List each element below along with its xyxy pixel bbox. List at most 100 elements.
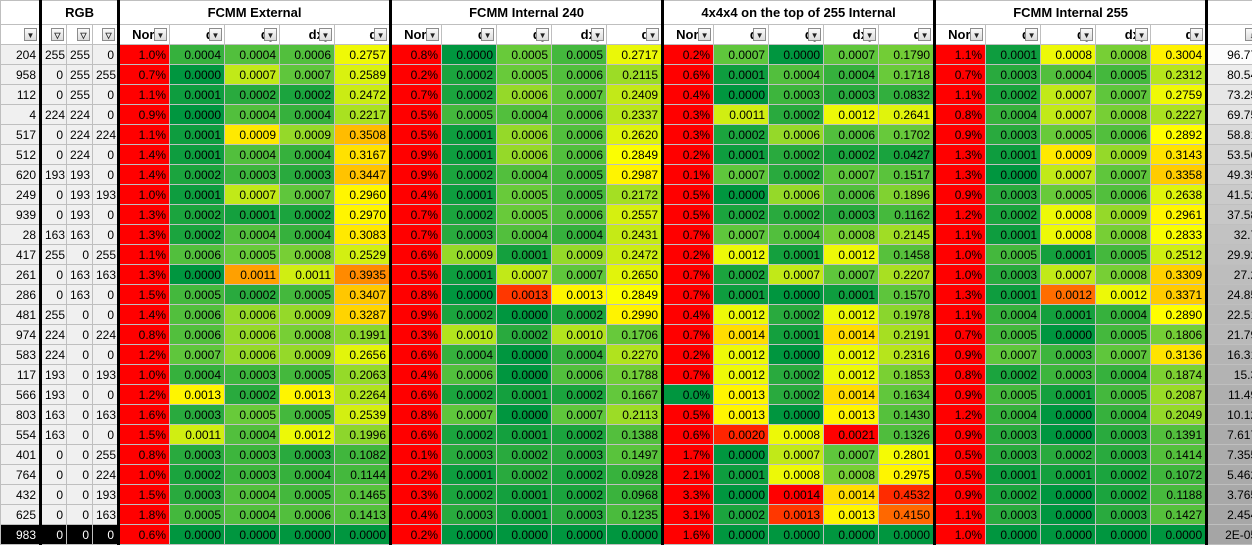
- metric-cell[interactable]: 0.0004: [225, 425, 280, 445]
- metric-cell[interactable]: 1.3%: [119, 225, 170, 245]
- metric-cell[interactable]: 0.0000: [1041, 405, 1096, 425]
- filter-dropdown-icon[interactable]: ▼: [591, 28, 604, 41]
- row-id-cell[interactable]: 249: [1, 185, 41, 205]
- metric-cell[interactable]: 0.0014: [714, 325, 769, 345]
- metric-cell[interactable]: 0.1788: [607, 365, 663, 385]
- metric-cell[interactable]: 0.9%: [935, 385, 986, 405]
- row-id-cell[interactable]: 958: [1, 65, 41, 85]
- row-id-cell[interactable]: 625: [1, 505, 41, 525]
- metric-cell[interactable]: 0.3%: [663, 125, 714, 145]
- metric-cell[interactable]: 0.0002: [769, 205, 824, 225]
- metric-cell[interactable]: 0.0001: [497, 505, 552, 525]
- row-id-cell[interactable]: 401: [1, 445, 41, 465]
- metric-cell[interactable]: 0.0005: [170, 285, 225, 305]
- metric-cell[interactable]: 0.0003: [824, 205, 879, 225]
- filter-dropdown-icon[interactable]: ▼: [264, 28, 277, 41]
- metric-cell[interactable]: 0.0002: [986, 205, 1041, 225]
- metric-cell[interactable]: 0.8%: [119, 445, 170, 465]
- metric-cell[interactable]: 0.0001: [170, 145, 225, 165]
- metric-cell[interactable]: 0.2975: [879, 465, 935, 485]
- row-id-cell[interactable]: 286: [1, 285, 41, 305]
- metric-cell[interactable]: 0.0007: [552, 265, 607, 285]
- metric-cell[interactable]: 0.0011: [170, 425, 225, 445]
- metric-cell[interactable]: 0.2529: [335, 245, 391, 265]
- metric-cell[interactable]: 0.0006: [552, 125, 607, 145]
- metric-cell[interactable]: 0.0002: [986, 85, 1041, 105]
- metric-cell[interactable]: 0.0007: [824, 445, 879, 465]
- metric-cell[interactable]: 0.0009: [1096, 145, 1151, 165]
- metric-cell[interactable]: 0.0004: [280, 145, 335, 165]
- metric-cell[interactable]: 0.0000: [1041, 485, 1096, 505]
- metric-cell[interactable]: 0.3935: [335, 265, 391, 285]
- metric-cell[interactable]: 0.2264: [335, 385, 391, 405]
- metric-cell[interactable]: 0.0002: [225, 385, 280, 405]
- metric-cell[interactable]: 0.0000: [225, 525, 280, 545]
- metric-cell[interactable]: 0.8%: [391, 405, 442, 425]
- rgb-r-cell[interactable]: 163: [41, 405, 67, 425]
- filter-dropdown-icon[interactable]: ▼: [209, 28, 222, 41]
- rgb-r-cell[interactable]: 0: [41, 205, 67, 225]
- metric-cell[interactable]: 0.2557: [607, 205, 663, 225]
- metric-cell[interactable]: 0.0003: [986, 265, 1041, 285]
- metric-cell[interactable]: 0.0001: [442, 145, 497, 165]
- metric-cell[interactable]: 0.4%: [663, 85, 714, 105]
- rgb-r-cell[interactable]: 163: [41, 425, 67, 445]
- metric-cell[interactable]: 0.2%: [391, 465, 442, 485]
- rgb-g-cell[interactable]: 255: [67, 85, 93, 105]
- metric-cell[interactable]: 0.0005: [1096, 65, 1151, 85]
- rgb-b-cell[interactable]: 193: [93, 185, 119, 205]
- rgb-g-cell[interactable]: 163: [67, 225, 93, 245]
- metric-cell[interactable]: 1.3%: [935, 285, 986, 305]
- metric-cell[interactable]: 0.0004: [769, 65, 824, 85]
- metric-cell[interactable]: 0.0014: [769, 485, 824, 505]
- rgb-b-cell[interactable]: 0: [93, 345, 119, 365]
- metric-cell[interactable]: 0.0012: [824, 105, 879, 125]
- filter-dropdown-icon[interactable]: ▼: [918, 28, 931, 41]
- rgb-b-cell[interactable]: 0: [93, 145, 119, 165]
- metric-cell[interactable]: 0.0001: [714, 465, 769, 485]
- metric-cell[interactable]: 0.0002: [170, 205, 225, 225]
- metric-cell[interactable]: 0.3371: [1151, 285, 1207, 305]
- metric-cell[interactable]: 0.4%: [391, 505, 442, 525]
- rgb-g-cell[interactable]: 0: [67, 345, 93, 365]
- metric-cell[interactable]: 0.3136: [1151, 345, 1207, 365]
- metric-cell[interactable]: 0.0005: [552, 185, 607, 205]
- metric-cell[interactable]: 0.0002: [769, 305, 824, 325]
- y-value-cell[interactable]: 10.12: [1207, 405, 1252, 425]
- metric-cell[interactable]: 0.0002: [1096, 465, 1151, 485]
- metric-cell[interactable]: 0.0001: [170, 125, 225, 145]
- rgb-g-cell[interactable]: 193: [67, 165, 93, 185]
- metric-cell[interactable]: 0.5%: [663, 205, 714, 225]
- y-value-cell[interactable]: 7.355: [1207, 445, 1252, 465]
- metric-cell[interactable]: 0.1%: [391, 445, 442, 465]
- metric-cell[interactable]: 0.1391: [1151, 425, 1207, 445]
- metric-cell[interactable]: 0.0011: [280, 265, 335, 285]
- metric-cell[interactable]: 0.3083: [335, 225, 391, 245]
- metric-cell[interactable]: 0.0000: [335, 525, 391, 545]
- metric-cell[interactable]: 1.4%: [119, 305, 170, 325]
- metric-cell[interactable]: 0.0001: [170, 85, 225, 105]
- rgb-r-cell[interactable]: 193: [41, 385, 67, 405]
- metric-cell[interactable]: 1.1%: [935, 305, 986, 325]
- metric-cell[interactable]: 1.1%: [119, 125, 170, 145]
- rgb-b-cell[interactable]: 0: [93, 285, 119, 305]
- metric-cell[interactable]: 0.0006: [552, 105, 607, 125]
- metric-cell[interactable]: 0.0007: [824, 165, 879, 185]
- metric-cell[interactable]: 0.0012: [714, 305, 769, 325]
- metric-cell[interactable]: 0.0009: [280, 305, 335, 325]
- metric-cell[interactable]: 0.0005: [1096, 325, 1151, 345]
- metric-cell[interactable]: 0.1414: [1151, 445, 1207, 465]
- metric-cell[interactable]: 0.0002: [552, 305, 607, 325]
- metric-cell[interactable]: 0.0005: [280, 365, 335, 385]
- metric-cell[interactable]: 0.1326: [879, 425, 935, 445]
- metric-cell[interactable]: 0.7%: [391, 225, 442, 245]
- metric-cell[interactable]: 0.0004: [1041, 65, 1096, 85]
- metric-cell[interactable]: 0.0002: [552, 425, 607, 445]
- metric-cell[interactable]: 0.2961: [1151, 205, 1207, 225]
- metric-cell[interactable]: 0.0006: [280, 45, 335, 65]
- metric-cell[interactable]: 1.0%: [119, 185, 170, 205]
- metric-cell[interactable]: 0.0006: [225, 305, 280, 325]
- metric-cell[interactable]: 0.2431: [607, 225, 663, 245]
- metric-cell[interactable]: 0.0004: [986, 305, 1041, 325]
- metric-cell[interactable]: 0.0001: [170, 185, 225, 205]
